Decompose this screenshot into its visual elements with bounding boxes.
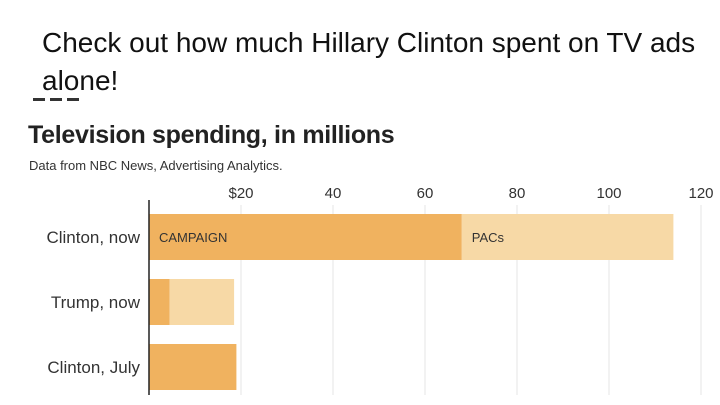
bar-pacs (461, 214, 674, 260)
category-label: Clinton, now (46, 228, 140, 247)
dashed-underline (33, 98, 79, 101)
x-tick-label: 60 (417, 185, 434, 202)
x-tick-label: 120 (688, 185, 713, 202)
bar-campaign (149, 214, 462, 260)
segment-label: CAMPAIGN (159, 230, 227, 245)
category-label: Trump, now (51, 293, 141, 312)
segment-labels: CAMPAIGN PACs (159, 230, 505, 245)
x-axis-ticks: $20 40 60 80 100 120 (228, 185, 713, 202)
x-tick-label: 100 (596, 185, 621, 202)
bar-pacs (169, 279, 235, 325)
chart-title: Television spending, in millions (28, 121, 395, 149)
segment-label: PACs (472, 230, 505, 245)
bar-campaign (149, 279, 170, 325)
chart-subtitle: Data from NBC News, Advertising Analytic… (29, 158, 283, 173)
bars (149, 214, 674, 390)
headline: Check out how much Hillary Clinton spent… (42, 27, 696, 96)
category-label: Clinton, July (47, 358, 140, 377)
x-tick-label: 80 (509, 185, 526, 202)
x-tick-label: $20 (228, 185, 253, 202)
category-labels: Clinton, now Trump, now Clinton, July (46, 228, 140, 377)
bar-campaign (149, 344, 237, 390)
x-tick-label: 40 (325, 185, 342, 202)
